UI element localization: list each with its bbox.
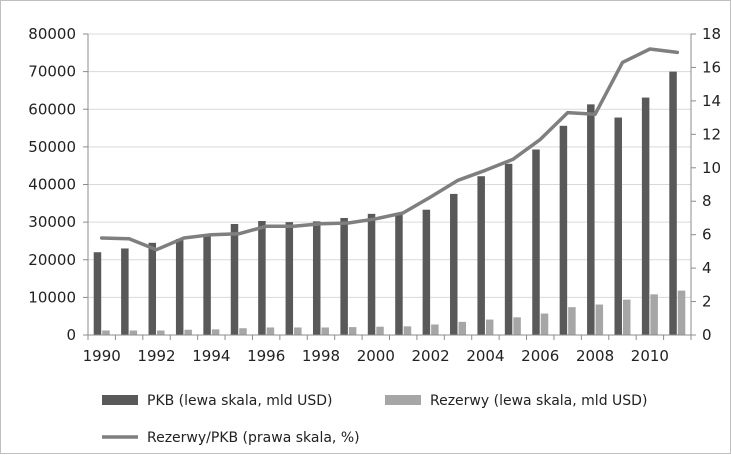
left-axis-ticks: 0 10000 20000 30000 40000 50000 60000 70000 8000…	[28, 25, 76, 344]
bar-rezerwy	[130, 330, 138, 335]
bar-rezerwy	[596, 305, 604, 335]
x-tick-label: 1996	[247, 347, 285, 365]
y-right-tick-label: 6	[702, 226, 712, 244]
x-tick-label: 2008	[576, 347, 614, 365]
bar-rezerwy	[239, 328, 247, 335]
bar-pkb	[587, 104, 595, 335]
bar-pkb	[614, 118, 622, 335]
bar-pkb	[669, 72, 677, 335]
bar-pkb	[121, 248, 129, 335]
y-right-tick-label: 18	[702, 25, 721, 43]
bar-pkb	[423, 210, 431, 335]
axes	[83, 34, 696, 340]
legend-swatch-pkb	[102, 395, 138, 405]
bar-rezerwy	[513, 317, 521, 335]
bar-rezerwy	[650, 294, 658, 335]
bar-rezerwy	[568, 307, 576, 335]
bar-rezerwy	[486, 320, 494, 335]
y-left-tick-label: 60000	[28, 100, 76, 118]
x-tick-label: 2002	[412, 347, 450, 365]
x-tick-label: 1992	[137, 347, 175, 365]
bar-pkb	[149, 243, 157, 335]
y-right-tick-label: 8	[702, 192, 712, 210]
bar-pkb	[368, 214, 376, 335]
legend-label-ratio: Rezerwy/PKB (prawa skala, %)	[147, 430, 360, 446]
bar-rezerwy	[678, 291, 686, 335]
y-left-tick-label: 70000	[28, 63, 76, 81]
bar-pkb	[258, 221, 266, 335]
bar-pkb	[231, 224, 239, 335]
bar-pkb	[560, 126, 568, 335]
y-right-tick-label: 0	[702, 326, 712, 344]
y-right-tick-label: 14	[702, 92, 721, 110]
y-left-tick-label: 80000	[28, 25, 76, 43]
x-tick-label: 2004	[466, 347, 504, 365]
bar-pkb	[94, 252, 102, 335]
bar-rezerwy	[349, 327, 357, 335]
bar-pkb	[450, 194, 458, 335]
legend-label-rezerwy: Rezerwy (lewa skala, mld USD)	[430, 393, 647, 409]
y-left-tick-label: 30000	[28, 213, 76, 231]
x-axis-ticks: 1990 1992 1994 1996 1998 2000 2002 2004 2006 2008…	[83, 347, 669, 365]
y-right-tick-label: 16	[702, 58, 721, 76]
bar-pkb	[203, 235, 211, 335]
bar-rezerwy	[102, 330, 110, 335]
y-left-tick-label: 20000	[28, 251, 76, 269]
bar-pkb	[477, 176, 485, 335]
y-left-tick-label: 0	[66, 326, 76, 344]
bar-rezerwy	[404, 326, 412, 335]
bar-rezerwy	[321, 327, 329, 335]
y-left-tick-label: 50000	[28, 138, 76, 156]
y-right-tick-label: 4	[702, 259, 712, 277]
bar-pkb	[340, 218, 348, 335]
bar-pkb	[176, 239, 184, 335]
x-tick-label: 2006	[521, 347, 559, 365]
bar-rezerwy	[294, 327, 302, 335]
x-tick-label: 1998	[302, 347, 340, 365]
bar-pkb	[642, 98, 650, 335]
bar-rezerwy	[212, 329, 220, 335]
bar-pkb	[532, 150, 540, 335]
legend-label-pkb: PKB (lewa skala, mld USD)	[147, 393, 332, 409]
bar-rezerwy	[541, 314, 549, 335]
bar-rezerwy	[376, 327, 384, 335]
legend: PKB (lewa skala, mld USD) Rezerwy (lewa s…	[102, 393, 647, 446]
bar-rezerwy	[157, 330, 165, 335]
bar-rezerwy	[267, 327, 275, 335]
x-tick-label: 2010	[631, 347, 669, 365]
x-tick-label: 1990	[83, 347, 121, 365]
x-tick-label: 1994	[192, 347, 230, 365]
bar-pkb	[286, 222, 294, 335]
legend-swatch-rezerwy	[385, 395, 421, 405]
right-axis-ticks: 0 2 4 6 8 10 12 14 16 18	[702, 25, 721, 344]
y-left-tick-label: 10000	[28, 288, 76, 306]
y-right-tick-label: 2	[702, 293, 712, 311]
x-tick-label: 2000	[357, 347, 395, 365]
bar-pkb	[505, 164, 513, 335]
bar-rezerwy	[623, 300, 631, 335]
y-left-tick-label: 40000	[28, 176, 76, 194]
bar-rezerwy	[184, 330, 192, 335]
y-right-tick-label: 10	[702, 159, 721, 177]
bar-pkb	[395, 213, 403, 335]
y-right-tick-label: 12	[702, 125, 721, 143]
bar-pkb	[313, 221, 321, 335]
bar-rezerwy	[431, 324, 439, 335]
bar-rezerwy	[459, 322, 467, 335]
